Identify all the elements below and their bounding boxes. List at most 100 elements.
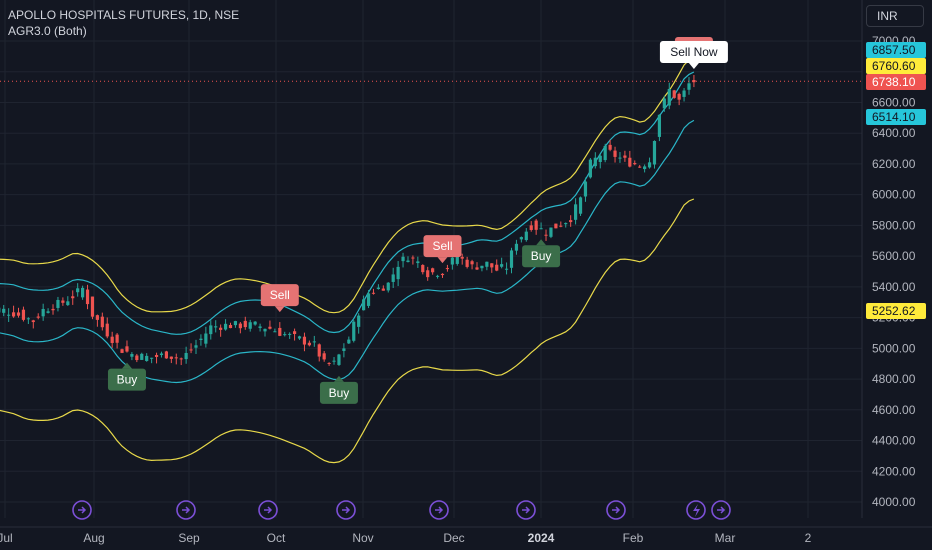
candle-body (357, 315, 361, 327)
dividend-event-icon[interactable] (429, 500, 449, 520)
candle (179, 357, 183, 366)
candle (238, 321, 242, 334)
candle-body (164, 351, 169, 359)
dividend-event-icon[interactable] (176, 500, 196, 520)
buy-marker (522, 245, 561, 268)
grid (0, 0, 862, 518)
candle-body (480, 265, 484, 269)
dividend-event-icon[interactable] (516, 500, 536, 520)
candle-body (174, 357, 178, 359)
y-tick-label: 6000.00 (872, 188, 916, 202)
outer-band-lower (0, 198, 695, 464)
candle-body (219, 327, 223, 330)
candle-body (189, 349, 193, 351)
indicator-label[interactable]: AGR3.0 (Both) (8, 24, 87, 38)
buy-label: Buy (531, 249, 552, 263)
y-tick-label: 6200.00 (872, 157, 916, 171)
candle (470, 259, 474, 270)
price-label-text: 6760.60 (872, 59, 916, 73)
candle (347, 336, 351, 344)
candle-body (194, 345, 198, 348)
sell-label: Sell (432, 239, 452, 253)
candle (169, 356, 173, 364)
candle-body (243, 320, 247, 328)
candle-body (238, 323, 242, 329)
candle (677, 92, 681, 106)
candle-body (529, 225, 533, 230)
candle (672, 89, 676, 99)
candle-body (7, 314, 11, 316)
candle (445, 264, 450, 272)
sell-marker (260, 284, 299, 307)
candle (105, 317, 109, 339)
candle (411, 255, 415, 265)
candle (401, 252, 405, 268)
candle-body (248, 322, 252, 329)
candle (495, 259, 499, 272)
currency-selector[interactable]: INR (866, 5, 924, 27)
candle (569, 215, 573, 227)
candle (608, 139, 612, 152)
candle (381, 285, 385, 291)
y-tick-label: 4600.00 (872, 403, 916, 417)
candle-body (662, 98, 666, 109)
candle-body (81, 287, 85, 298)
candle-body (312, 341, 316, 343)
candle (633, 160, 637, 166)
candle (81, 285, 85, 300)
dividend-event-icon[interactable] (606, 500, 626, 520)
candle (440, 273, 445, 278)
candle-body (85, 289, 90, 305)
candle (204, 326, 208, 348)
y-tick-label: 6600.00 (872, 95, 916, 109)
candle-body (440, 273, 445, 276)
candle-body (401, 256, 405, 262)
sell-arrow (437, 257, 448, 264)
candle (263, 328, 267, 337)
candle-body (120, 349, 124, 353)
flash-event-icon[interactable] (686, 500, 706, 520)
candle-body (534, 220, 538, 230)
buy-label: Buy (117, 373, 138, 387)
candle-body (435, 275, 440, 277)
dividend-event-icon[interactable] (72, 500, 92, 520)
buy-arrow (333, 375, 344, 382)
dividend-event-icon[interactable] (711, 500, 731, 520)
candle (66, 296, 70, 306)
candle-body (657, 114, 662, 137)
price-label-text: 5252.62 (872, 304, 916, 318)
candle (426, 266, 430, 281)
y-tick-label: 5600.00 (872, 249, 916, 263)
dividend-event-icon[interactable] (336, 500, 356, 520)
candle (159, 351, 164, 358)
candle-body (386, 282, 390, 291)
candle (480, 265, 484, 272)
candle (524, 228, 528, 242)
candle-body (633, 163, 637, 165)
candle (332, 357, 336, 365)
candle (534, 218, 538, 235)
candle (490, 263, 494, 273)
candle-body (352, 321, 356, 341)
candle (593, 152, 597, 169)
candle-body (317, 344, 321, 357)
candle-body (307, 342, 311, 346)
candle-body (559, 225, 563, 227)
dividend-event-icon[interactable] (258, 500, 278, 520)
candle (36, 313, 40, 320)
candle-body (36, 316, 40, 318)
candle (667, 82, 671, 110)
candle-body (687, 83, 691, 90)
candle-body (411, 257, 415, 259)
candle (31, 319, 35, 329)
candle-body (603, 145, 607, 161)
candle (366, 290, 371, 309)
sell-marker (423, 235, 462, 258)
x-tick-label: Feb (623, 531, 644, 545)
candle (184, 346, 188, 364)
candle (647, 157, 652, 169)
candle (150, 357, 154, 364)
x-tick-label: Sep (178, 531, 200, 545)
candle-body (416, 261, 420, 264)
